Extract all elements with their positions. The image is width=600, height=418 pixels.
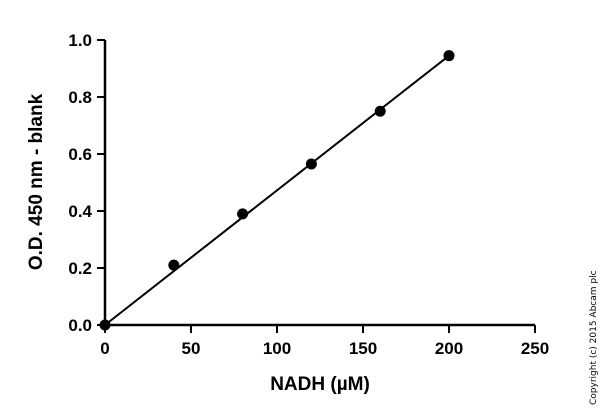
x-tick-label: 100 bbox=[263, 339, 291, 358]
marks bbox=[99, 50, 455, 331]
data-point bbox=[99, 319, 111, 331]
y-tick-label: 1.0 bbox=[68, 31, 92, 50]
x-axis-label: NADH (µM) bbox=[270, 374, 370, 395]
y-tick-label: 0.4 bbox=[68, 202, 92, 221]
x-tick-label: 50 bbox=[182, 339, 201, 358]
x-tick-label: 0 bbox=[100, 339, 109, 358]
axes: 0 50 100 150 200 250 0.0 0.2 0.4 0.6 0.8 1.0 bbox=[68, 31, 549, 358]
data-point bbox=[305, 158, 317, 170]
fit-line bbox=[104, 54, 450, 326]
data-point bbox=[237, 208, 249, 220]
x-tick-label: 150 bbox=[349, 339, 377, 358]
y-tick-label: 0.8 bbox=[68, 88, 92, 107]
x-tick-label: 200 bbox=[435, 339, 463, 358]
y-tick-label: 0.6 bbox=[68, 145, 92, 164]
y-axis-label: O.D. 450 nm - blank bbox=[26, 93, 47, 270]
x-tick-label: 250 bbox=[521, 339, 549, 358]
data-point bbox=[374, 105, 386, 117]
y-tick-label: 0.2 bbox=[68, 259, 92, 278]
data-point bbox=[168, 259, 180, 271]
copyright: Copyright (c) 2015 Abcam plc bbox=[589, 270, 599, 405]
y-tick-label: 0.0 bbox=[68, 316, 92, 335]
data-point bbox=[443, 50, 455, 62]
